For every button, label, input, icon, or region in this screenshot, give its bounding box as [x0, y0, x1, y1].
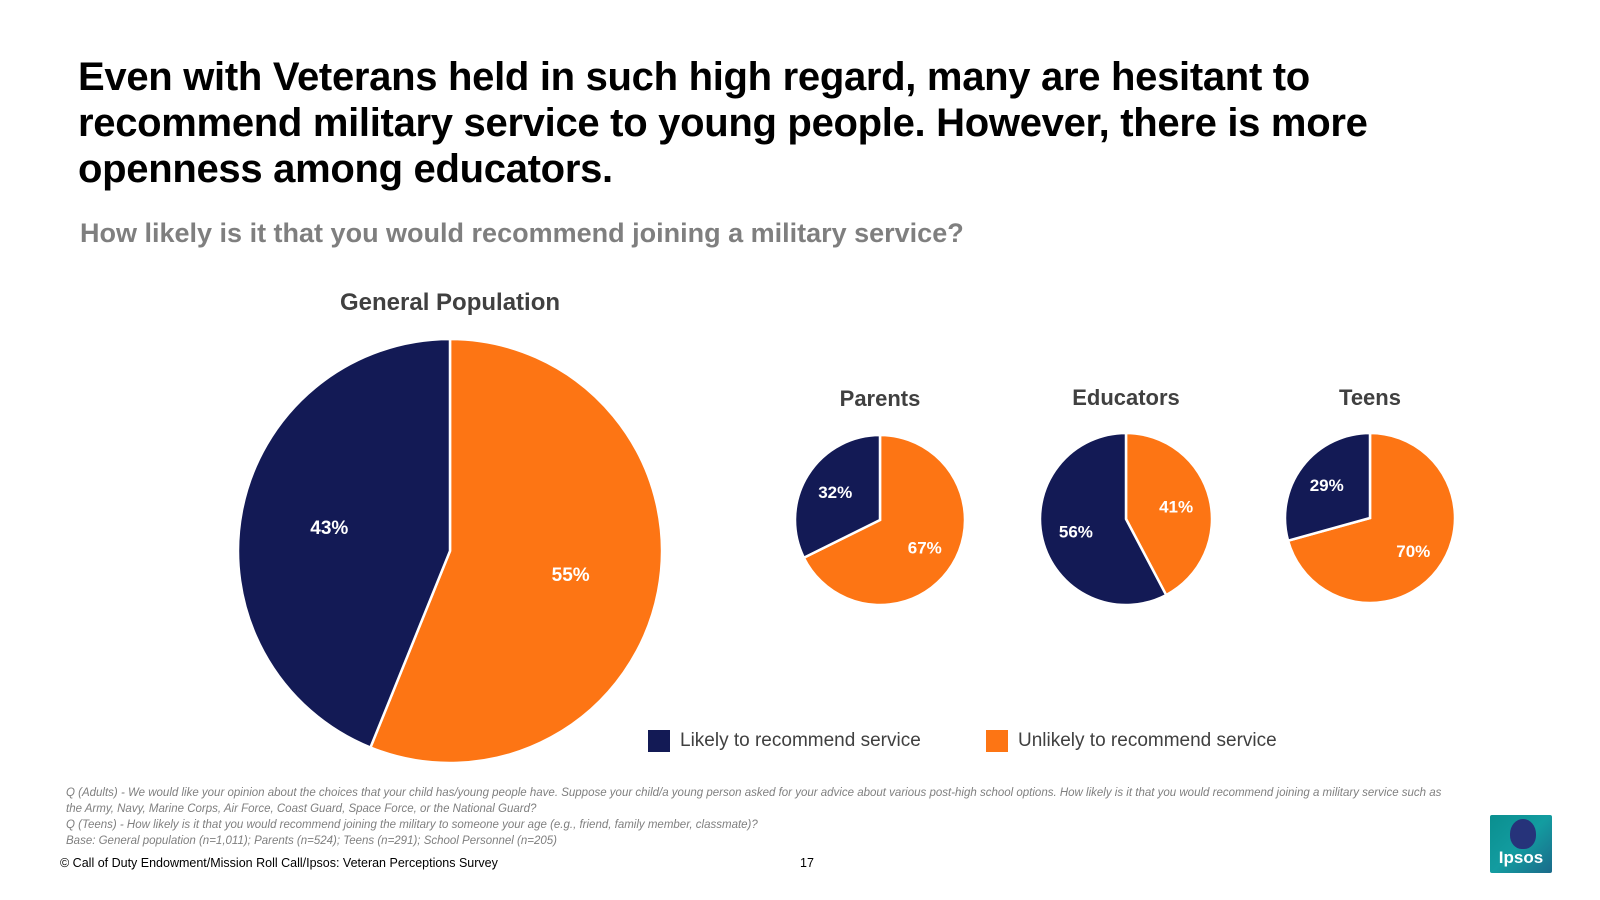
pie-slice-parents-likely	[793, 433, 882, 560]
footnote-teens-question: Q (Teens) - How likely is it that you wo…	[66, 819, 758, 831]
pie-slice-teens-likely	[1283, 431, 1372, 543]
slide-subtitle: How likely is it that you would recommen…	[80, 218, 964, 248]
pie-teens: Teens 70% 29%	[1283, 385, 1457, 605]
legend-swatch-likely	[648, 730, 670, 752]
legend-item-unlikely: Unlikely to recommend service	[986, 730, 1277, 752]
pie-label-parents-unlikely: 67%	[908, 539, 942, 558]
pie-educators: Educators 41% 56%	[1038, 385, 1214, 607]
slide-title: Even with Veterans held in such high reg…	[78, 55, 1368, 191]
pie-slice-general-population-unlikely	[368, 337, 664, 765]
pie-label-general-population-unlikely: 55%	[552, 565, 590, 586]
legend-item-likely: Likely to recommend service	[648, 730, 921, 752]
pie-title-general-population: General Population	[340, 289, 560, 316]
copyright-text: © Call of Duty Endowment/Mission Roll Ca…	[60, 856, 498, 870]
pie-label-teens-unlikely: 70%	[1396, 542, 1430, 561]
pie-slice-teens-unlikely	[1286, 431, 1457, 605]
pie-title-educators: Educators	[1072, 385, 1180, 410]
logo-text: Ipsos	[1498, 848, 1544, 867]
footnotes: Q (Adults) - We would like your opinion …	[66, 785, 1446, 849]
pie-label-educators-likely: 56%	[1059, 522, 1093, 541]
pie-slice-general-population-likely	[236, 337, 452, 750]
pie-label-parents-likely: 32%	[818, 483, 852, 502]
pie-label-general-population-likely: 43%	[310, 518, 348, 539]
pie-title-parents: Parents	[840, 386, 921, 411]
pie-slice-parents-unlikely	[802, 433, 967, 607]
ipsos-logo: Ipsos	[1490, 815, 1552, 873]
pie-slice-educators-likely	[1038, 431, 1168, 607]
footnote-adults-question: Q (Adults) - We would like your opinion …	[66, 787, 1442, 815]
legend-swatch-unlikely	[986, 730, 1008, 752]
legend-label-likely: Likely to recommend service	[680, 730, 921, 751]
page-number: 17	[800, 856, 814, 870]
pie-general-population: General Population 55% 43%	[236, 289, 664, 765]
pie-parents: Parents 67% 32%	[793, 386, 967, 607]
pie-slice-educators-unlikely	[1124, 431, 1214, 597]
pie-label-teens-likely: 29%	[1310, 476, 1344, 495]
legend-label-unlikely: Unlikely to recommend service	[1018, 730, 1277, 751]
logo-mark-icon	[1510, 819, 1536, 849]
pie-title-teens: Teens	[1339, 385, 1401, 410]
pie-label-educators-unlikely: 41%	[1159, 498, 1193, 517]
footnote-base: Base: General population (n=1,011); Pare…	[66, 835, 557, 847]
